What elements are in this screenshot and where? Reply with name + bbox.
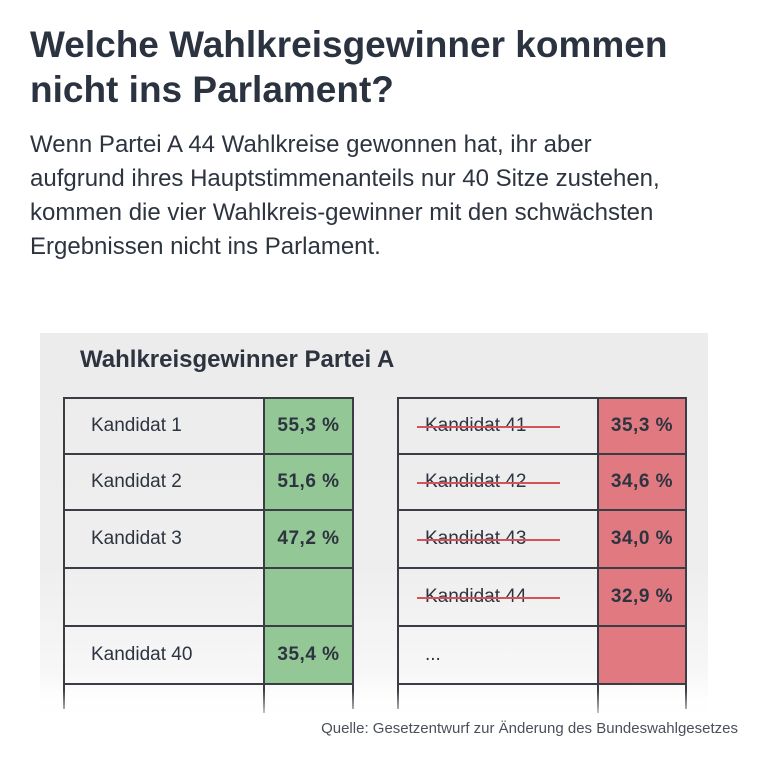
candidate-name: ...: [399, 627, 599, 683]
right-table: Kandidat 41 35,3 % Kandidat 42 34,6 % Ka…: [397, 397, 687, 713]
table-title: Wahlkreisgewinner Partei A: [80, 346, 395, 373]
table-row: [65, 567, 352, 625]
table-row: ...: [399, 625, 685, 683]
struck-candidate-name: Kandidat 42: [416, 471, 561, 492]
headline: Welche Wahlkreisgewinner kommen nicht in…: [30, 24, 668, 110]
candidate-share: 35,4 %: [265, 627, 352, 683]
candidate-share: 35,3 %: [599, 399, 685, 453]
candidate-name: Kandidat 3: [65, 511, 265, 567]
candidate-name: Kandidat 43: [399, 511, 599, 567]
candidate-share: 47,2 %: [265, 511, 352, 567]
left-table: Kandidat 1 55,3 % Kandidat 2 51,6 % Kand…: [63, 397, 354, 713]
table-row: Kandidat 2 51,6 %: [65, 453, 352, 509]
table-row: Kandidat 42 34,6 %: [399, 453, 685, 509]
candidate-name: Kandidat 44: [399, 569, 599, 625]
table-row: Kandidat 40 35,4 %: [65, 625, 352, 683]
table-row: Kandidat 43 34,0 %: [399, 509, 685, 567]
candidate-name: Kandidat 42: [399, 455, 599, 509]
candidate-share: 34,6 %: [599, 455, 685, 509]
struck-candidate-name: Kandidat 44: [416, 586, 561, 607]
table-row: Kandidat 41 35,3 %: [399, 397, 685, 453]
candidate-share: 34,0 %: [599, 511, 685, 567]
struck-candidate-name: Kandidat 41: [416, 415, 561, 436]
fade-overlay: [40, 690, 708, 722]
candidate-share: 55,3 %: [265, 399, 352, 453]
candidate-name: Kandidat 41: [399, 399, 599, 453]
table-row: Kandidat 1 55,3 %: [65, 397, 352, 453]
candidate-share: [599, 627, 685, 683]
candidate-share: 32,9 %: [599, 569, 685, 625]
intro-text: Wenn Partei A 44 Wahlkreise gewonnen hat…: [30, 131, 660, 260]
candidate-name: Kandidat 40: [65, 627, 265, 683]
candidate-share: 51,6 %: [265, 455, 352, 509]
source-note: Quelle: Gesetzentwurf zur Änderung des B…: [321, 720, 738, 737]
candidate-name: Kandidat 2: [65, 455, 265, 509]
table-row: Kandidat 3 47,2 %: [65, 509, 352, 567]
candidate-name: [65, 569, 265, 625]
table-row: Kandidat 44 32,9 %: [399, 567, 685, 625]
struck-candidate-name: Kandidat 43: [416, 528, 561, 549]
candidate-share: [265, 569, 352, 625]
candidate-name: Kandidat 1: [65, 399, 265, 453]
